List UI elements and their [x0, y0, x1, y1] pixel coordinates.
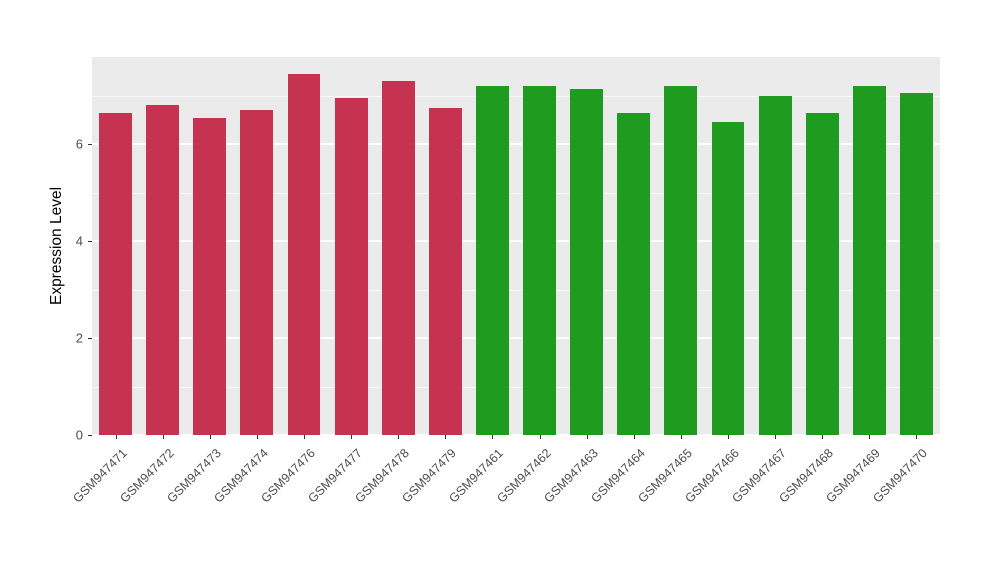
x-axis-tick	[162, 435, 164, 439]
x-axis-tick	[916, 435, 918, 439]
bar-GSM947477	[334, 98, 368, 435]
x-axis-tick	[775, 435, 777, 439]
bar-GSM947471	[99, 112, 133, 435]
y-tick-label: 2	[75, 330, 83, 346]
y-axis-tick	[88, 144, 92, 146]
gridline-minor	[92, 289, 940, 291]
y-tick-label: 6	[75, 136, 83, 152]
plot-area: 0 2 4 6 GSM947471 GSM947472 GSM947473 GSM947474…	[70, 57, 940, 506]
bar-GSM947473	[193, 117, 227, 435]
x-axis-tick	[680, 435, 682, 439]
x-axis-tick	[445, 435, 447, 439]
gridline-major	[92, 240, 940, 243]
x-axis-tick	[728, 435, 729, 439]
x-axis-tick	[539, 435, 541, 439]
bar-GSM947478	[381, 81, 415, 435]
y-axis-tick	[88, 338, 92, 340]
gridline-major	[92, 434, 940, 436]
y-tick-label: 4	[75, 233, 83, 249]
bar-GSM947470	[899, 93, 933, 435]
y-axis-title: Expression Level	[48, 186, 65, 306]
gridline-major	[92, 143, 940, 146]
gridline-minor	[92, 95, 940, 97]
x-axis-tick	[256, 435, 258, 439]
x-axis-tick	[869, 435, 871, 439]
bar-GSM947472	[146, 105, 180, 435]
bar-GSM947479	[428, 107, 462, 435]
bar-GSM947463	[570, 88, 604, 435]
bar-GSM947467	[758, 95, 792, 435]
bar-GSM947464	[617, 112, 651, 435]
bar-GSM947476	[287, 73, 321, 435]
gridline-minor	[92, 192, 940, 194]
bar-GSM947466	[711, 122, 745, 435]
bar-GSM947465	[664, 86, 698, 435]
y-axis-tick	[88, 241, 92, 243]
y-axis-tick	[88, 435, 92, 436]
x-axis-tick	[586, 435, 588, 439]
x-axis-tick	[492, 435, 494, 439]
x-axis-tick	[822, 435, 824, 439]
bar-GSM947468	[805, 112, 839, 435]
x-axis-tick	[398, 435, 400, 439]
gridline-minor	[92, 386, 940, 388]
bar-GSM947474	[240, 110, 274, 435]
y-tick-label: 0	[75, 427, 83, 443]
x-axis-tick	[209, 435, 211, 439]
bar-GSM947462	[523, 86, 557, 435]
bar-GSM947469	[852, 86, 886, 435]
bar-GSM947461	[475, 86, 509, 435]
x-axis-tick	[351, 435, 353, 439]
x-axis-tick	[304, 435, 305, 439]
gridline-major	[92, 337, 940, 340]
x-axis-tick	[633, 435, 635, 439]
x-axis-tick	[115, 435, 117, 439]
